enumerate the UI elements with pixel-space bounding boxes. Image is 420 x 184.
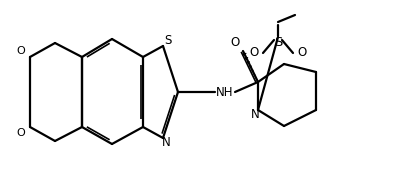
Text: O: O bbox=[231, 36, 240, 49]
Text: O: O bbox=[17, 46, 25, 56]
Text: S: S bbox=[164, 35, 172, 47]
Text: O: O bbox=[17, 128, 25, 138]
Text: NH: NH bbox=[216, 86, 234, 98]
Text: N: N bbox=[162, 137, 171, 149]
Text: O: O bbox=[249, 47, 259, 59]
Text: N: N bbox=[251, 109, 260, 121]
Text: S: S bbox=[274, 36, 282, 49]
Text: O: O bbox=[297, 47, 307, 59]
